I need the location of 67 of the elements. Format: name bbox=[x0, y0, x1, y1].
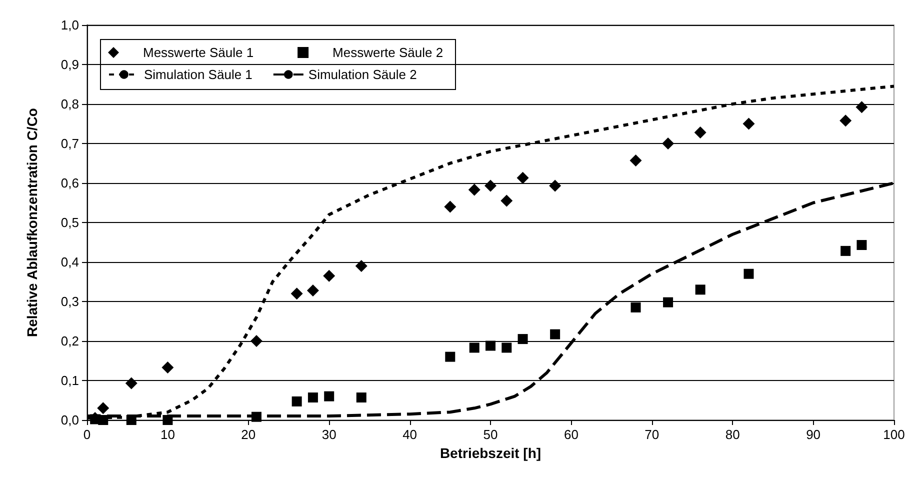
legend-label: Messwerte Säule 2 bbox=[332, 45, 444, 60]
point bbox=[355, 260, 368, 272]
point bbox=[444, 200, 456, 213]
point bbox=[356, 392, 366, 402]
x-tick-label: 70 bbox=[644, 427, 660, 442]
y-tick-label: 0,1 bbox=[60, 373, 79, 388]
point bbox=[694, 126, 706, 138]
x-tick-label: 80 bbox=[725, 427, 740, 442]
point bbox=[518, 334, 528, 344]
point bbox=[292, 396, 302, 406]
point bbox=[324, 391, 334, 402]
y-tick-label: 0,5 bbox=[60, 215, 79, 230]
point bbox=[856, 240, 867, 250]
x-tick-label: 40 bbox=[402, 427, 418, 442]
point bbox=[662, 138, 674, 150]
legend-label: Simulation Säule 2 bbox=[308, 67, 417, 82]
x-tick-label: 100 bbox=[883, 427, 905, 442]
point bbox=[484, 180, 496, 192]
point bbox=[97, 402, 110, 414]
x-tick-label: 60 bbox=[564, 427, 578, 442]
x-axis-title: Betriebszeit [h] bbox=[440, 445, 542, 461]
y-tick-label: 0,4 bbox=[60, 254, 79, 270]
point bbox=[550, 329, 560, 340]
point bbox=[468, 184, 480, 196]
point bbox=[250, 335, 262, 347]
y-tick-label: 0,7 bbox=[60, 136, 79, 151]
x-tick-label: 90 bbox=[806, 427, 821, 442]
point bbox=[323, 270, 336, 282]
y-tick-label: 0,8 bbox=[60, 96, 79, 112]
x-tick-label: 20 bbox=[241, 427, 256, 442]
legend-label: Simulation Säule 1 bbox=[144, 67, 252, 82]
y-tick-label: 1,0 bbox=[60, 18, 79, 32]
point bbox=[500, 194, 513, 207]
y-tick-label: 0,9 bbox=[60, 57, 79, 72]
point bbox=[549, 180, 562, 192]
point bbox=[469, 342, 480, 353]
point bbox=[251, 412, 262, 422]
point bbox=[125, 377, 138, 390]
point bbox=[308, 392, 318, 402]
point bbox=[742, 118, 755, 130]
point bbox=[486, 340, 496, 351]
x-tick-label: 0 bbox=[83, 427, 91, 442]
x-tick-label: 50 bbox=[483, 427, 498, 442]
point bbox=[840, 246, 851, 256]
point bbox=[663, 297, 674, 308]
point bbox=[695, 284, 706, 295]
y-axis-title: Relative Ablaufkonzentration C/Co bbox=[24, 108, 40, 337]
point bbox=[840, 114, 852, 127]
x-tick-label: 10 bbox=[160, 427, 175, 442]
point bbox=[630, 302, 641, 312]
y-tick-label: 0,0 bbox=[60, 412, 79, 428]
point bbox=[290, 288, 303, 300]
point bbox=[630, 154, 642, 166]
point bbox=[744, 268, 754, 279]
point bbox=[126, 415, 136, 425]
y-tick-label: 0,6 bbox=[60, 176, 79, 190]
y-tick-label: 0,2 bbox=[60, 334, 79, 348]
point bbox=[502, 342, 512, 353]
y-tick-label: 0,3 bbox=[60, 294, 79, 309]
legend-label: Messwerte Säule 1 bbox=[143, 45, 254, 60]
point bbox=[516, 172, 529, 184]
point bbox=[445, 352, 456, 362]
point bbox=[856, 101, 868, 114]
x-tick-label: 30 bbox=[322, 427, 336, 442]
point bbox=[162, 361, 174, 374]
point bbox=[306, 284, 319, 296]
point bbox=[162, 415, 173, 425]
